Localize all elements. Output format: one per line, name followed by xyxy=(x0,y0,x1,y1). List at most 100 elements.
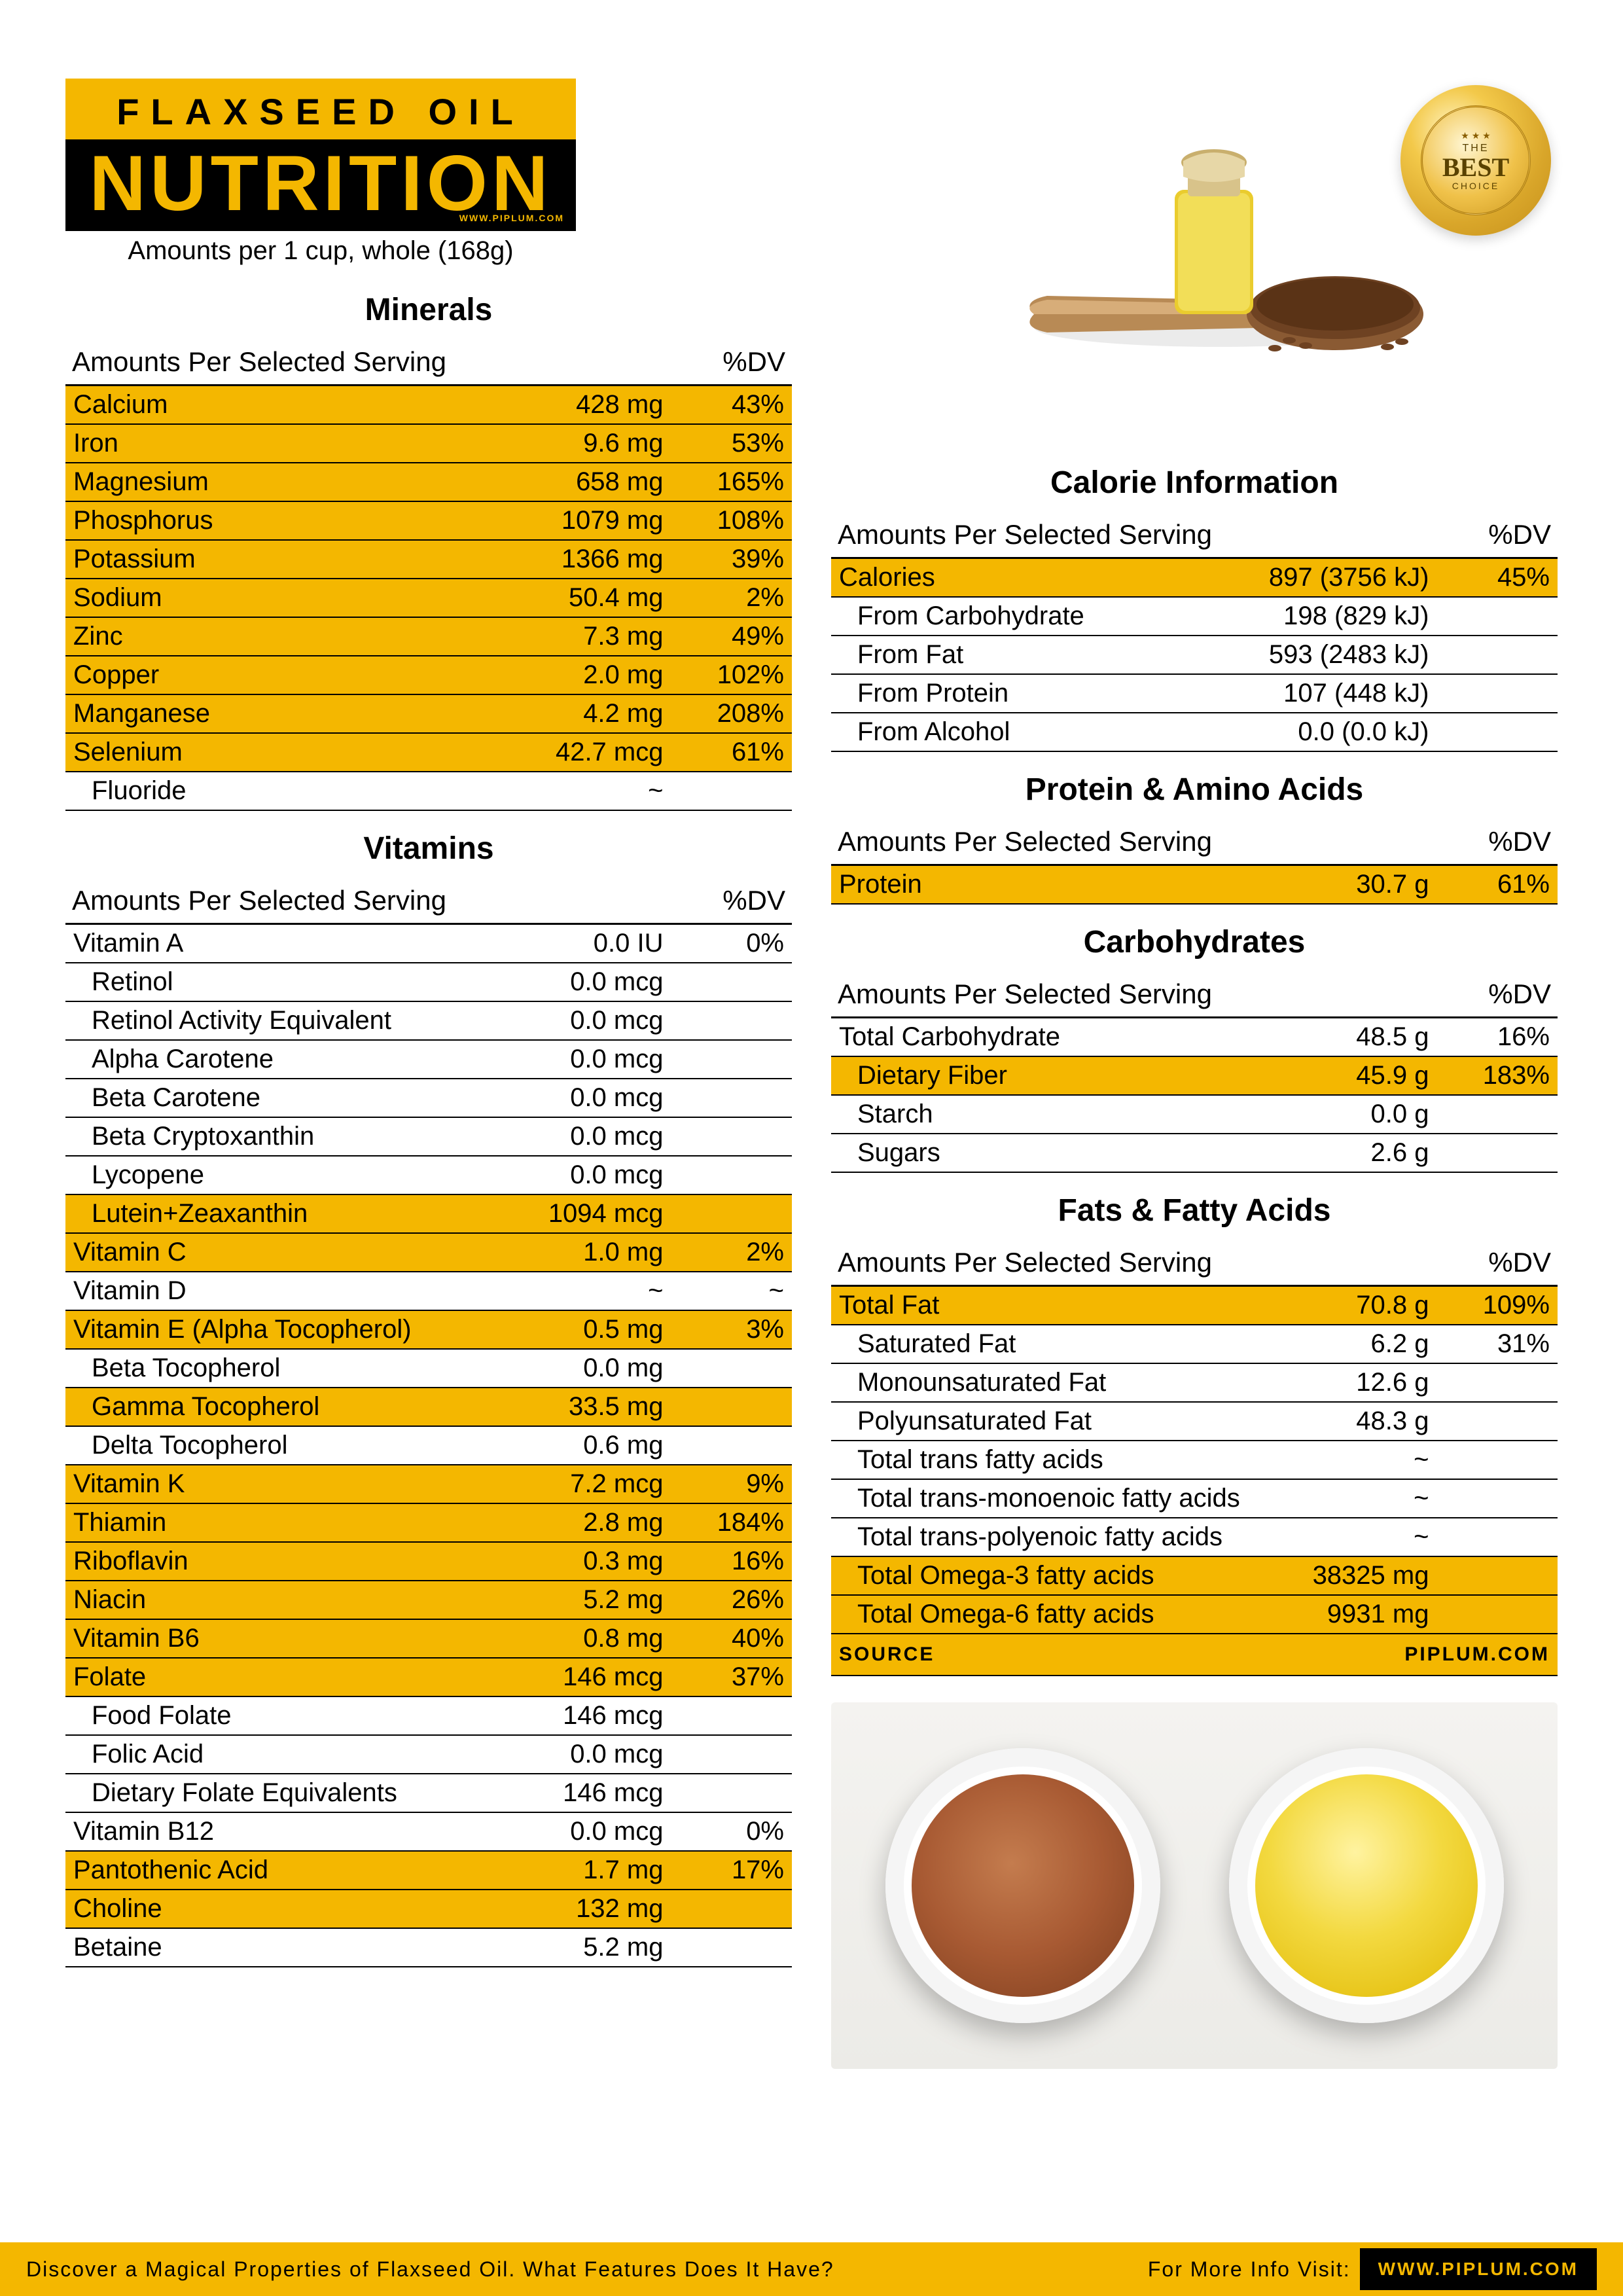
nutrient-amount: 107 (448 kJ) xyxy=(1253,674,1449,713)
nutrient-dv xyxy=(683,1001,792,1040)
nutrient-name: Vitamin D xyxy=(65,1272,487,1310)
nutrient-amount: 0.5 mg xyxy=(487,1310,683,1349)
nutrient-dv xyxy=(683,1735,792,1774)
nutrient-name: From Fat xyxy=(831,636,1253,674)
nutrient-amount: 30.7 g xyxy=(1253,865,1449,905)
table-row: Zinc7.3 mg49% xyxy=(65,617,792,656)
hdr-col1: Amounts Per Selected Serving xyxy=(831,821,1253,865)
nutrient-dv: 61% xyxy=(1448,865,1558,905)
table-header: Amounts Per Selected Serving %DV xyxy=(831,821,1558,865)
hdr-col1: Amounts Per Selected Serving xyxy=(831,973,1253,1018)
nutrient-name: Retinol xyxy=(65,963,487,1001)
nutrient-amount: 0.0 g xyxy=(1253,1095,1449,1134)
calories-table: Amounts Per Selected Serving %DV Calorie… xyxy=(831,514,1558,752)
nutrient-name: Zinc xyxy=(65,617,487,656)
table-row: Sugars2.6 g xyxy=(831,1134,1558,1172)
seeds-bowl-icon xyxy=(885,1748,1160,2023)
bowls-illustration xyxy=(831,1702,1558,2069)
nutrient-dv xyxy=(1448,1556,1558,1595)
nutrient-dv xyxy=(683,1349,792,1388)
table-header: Amounts Per Selected Serving %DV xyxy=(831,973,1558,1018)
nutrient-dv: 26% xyxy=(683,1581,792,1619)
nutrient-dv: 37% xyxy=(683,1658,792,1696)
nutrient-dv xyxy=(1448,597,1558,636)
table-row: Choline132 mg xyxy=(65,1890,792,1928)
nutrient-dv: 184% xyxy=(683,1503,792,1542)
nutrient-name: Delta Tocopherol xyxy=(65,1426,487,1465)
table-row: Folic Acid0.0 mcg xyxy=(65,1735,792,1774)
nutrient-dv: 0% xyxy=(683,924,792,963)
hdr-col2: %DV xyxy=(1448,1242,1558,1286)
nutrient-name: Vitamin K xyxy=(65,1465,487,1503)
table-row: Monounsaturated Fat12.6 g xyxy=(831,1363,1558,1402)
nutrient-dv: 31% xyxy=(1448,1325,1558,1363)
title-line1: FLAXSEED OIL xyxy=(65,79,576,139)
nutrient-name: Protein xyxy=(831,865,1253,905)
protein-title: Protein & Amino Acids xyxy=(831,772,1558,808)
carbs-table: Amounts Per Selected Serving %DV Total C… xyxy=(831,973,1558,1173)
nutrient-name: Pantothenic Acid xyxy=(65,1851,487,1890)
vitamins-table: Amounts Per Selected Serving %DV Vitamin… xyxy=(65,880,792,1967)
nutrient-name: Sugars xyxy=(831,1134,1253,1172)
hdr-col2: %DV xyxy=(1448,821,1558,865)
nutrient-amount: 593 (2483 kJ) xyxy=(1253,636,1449,674)
nutrient-dv: 102% xyxy=(683,656,792,694)
table-row: Copper2.0 mg102% xyxy=(65,656,792,694)
nutrient-dv xyxy=(683,963,792,1001)
nutrient-name: Beta Tocopherol xyxy=(65,1349,487,1388)
nutrient-name: Betaine xyxy=(65,1928,487,1967)
table-row: Folate146 mcg37% xyxy=(65,1658,792,1696)
title-block: FLAXSEED OIL NUTRITION WWW.PIPLUM.COM xyxy=(65,79,576,231)
nutrient-name: Choline xyxy=(65,1890,487,1928)
calories-title: Calorie Information xyxy=(831,465,1558,501)
nutrient-amount: 6.2 g xyxy=(1253,1325,1449,1363)
table-row: Niacin5.2 mg26% xyxy=(65,1581,792,1619)
title-url: WWW.PIPLUM.COM xyxy=(459,213,564,223)
nutrient-name: Monounsaturated Fat xyxy=(831,1363,1253,1402)
table-row: Fluoride~ xyxy=(65,772,792,810)
hdr-col2: %DV xyxy=(683,341,792,386)
nutrient-amount: ~ xyxy=(1253,1518,1449,1556)
nutrient-amount: 1.7 mg xyxy=(487,1851,683,1890)
vitamins-title: Vitamins xyxy=(65,831,792,867)
nutrient-name: Sodium xyxy=(65,579,487,617)
nutrient-amount: 1079 mg xyxy=(487,501,683,540)
nutrient-amount: 33.5 mg xyxy=(487,1388,683,1426)
left-column: FLAXSEED OIL NUTRITION WWW.PIPLUM.COM Am… xyxy=(65,79,792,2296)
table-row: Vitamin D~~ xyxy=(65,1272,792,1310)
footer-tagline: Discover a Magical Properties of Flaxsee… xyxy=(26,2257,1148,2282)
nutrient-dv xyxy=(1448,1441,1558,1479)
nutrient-name: Lycopene xyxy=(65,1156,487,1194)
nutrient-amount: 146 mcg xyxy=(487,1658,683,1696)
table-row: Retinol Activity Equivalent0.0 mcg xyxy=(65,1001,792,1040)
nutrient-dv xyxy=(683,1774,792,1812)
oil-bowl-icon xyxy=(1229,1748,1504,2023)
footer-bar: Discover a Magical Properties of Flaxsee… xyxy=(0,2242,1623,2296)
nutrient-name: Dietary Folate Equivalents xyxy=(65,1774,487,1812)
hdr-col2: %DV xyxy=(1448,514,1558,558)
nutrient-name: Total Omega-6 fatty acids xyxy=(831,1595,1253,1634)
nutrient-name: Phosphorus xyxy=(65,501,487,540)
nutrient-dv xyxy=(1448,1402,1558,1441)
nutrient-dv xyxy=(1448,713,1558,751)
nutrient-amount: 1094 mcg xyxy=(487,1194,683,1233)
source-label: SOURCE xyxy=(831,1634,1253,1676)
nutrient-amount: 146 mcg xyxy=(487,1696,683,1735)
nutrient-amount: 48.5 g xyxy=(1253,1018,1449,1057)
footer-visit: For More Info Visit: xyxy=(1148,2257,1351,2282)
nutrient-dv: 2% xyxy=(683,1233,792,1272)
table-row: Total Omega-3 fatty acids38325 mg xyxy=(831,1556,1558,1595)
nutrient-amount: 38325 mg xyxy=(1253,1556,1449,1595)
nutrient-dv xyxy=(683,1696,792,1735)
table-row: Total Carbohydrate48.5 g16% xyxy=(831,1018,1558,1057)
table-header: Amounts Per Selected Serving %DV xyxy=(831,1242,1558,1286)
nutrient-dv: 49% xyxy=(683,617,792,656)
table-row: Betaine5.2 mg xyxy=(65,1928,792,1967)
table-row: Vitamin C1.0 mg2% xyxy=(65,1233,792,1272)
nutrient-amount: ~ xyxy=(487,1272,683,1310)
nutrient-name: Manganese xyxy=(65,694,487,733)
nutrient-amount: 2.0 mg xyxy=(487,656,683,694)
nutrient-amount: 0.0 mg xyxy=(487,1349,683,1388)
nutrient-name: Starch xyxy=(831,1095,1253,1134)
footer-url[interactable]: WWW.PIPLUM.COM xyxy=(1360,2248,1597,2290)
